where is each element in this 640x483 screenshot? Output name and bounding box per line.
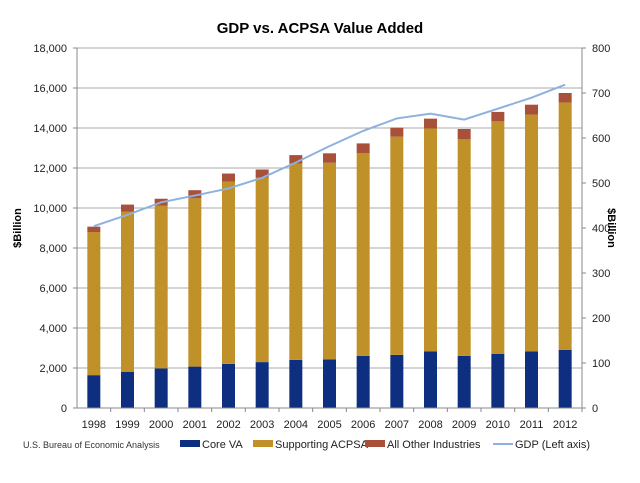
bar-all-other-industries-2002 <box>222 173 235 182</box>
right-tick-label: 600 <box>592 133 610 145</box>
left-tick-label: 0 <box>61 403 67 415</box>
right-tick-label: 500 <box>592 178 610 190</box>
x-tick-label: 2008 <box>418 419 442 431</box>
legend-label-gdp-left-axis-: GDP (Left axis) <box>515 439 590 451</box>
left-tick-label: 16,000 <box>33 83 67 95</box>
bar-core-va-2011 <box>525 351 538 408</box>
legend-swatch-all-other-industries <box>365 440 385 447</box>
left-tick-label: 6,000 <box>39 283 67 295</box>
x-tick-label: 2006 <box>351 419 375 431</box>
legend-label-supporting-acpsa: Supporting ACPSA <box>275 439 369 451</box>
bar-all-other-industries-2010 <box>491 111 505 122</box>
bar-core-va-2005 <box>323 359 336 408</box>
x-tick-label: 1998 <box>82 419 106 431</box>
bar-all-other-industries-2005 <box>323 153 336 163</box>
bar-supporting-acpsa-2003 <box>255 177 269 363</box>
legend: Core VA Supporting ACPSA All Other Industr… <box>180 439 590 451</box>
bar-all-other-industries-2008 <box>424 118 437 129</box>
source-note: U.S. Bureau of Economic Analysis <box>23 440 160 450</box>
bar-core-va-1999 <box>121 372 134 408</box>
right-tick-label: 100 <box>592 358 610 370</box>
bar-all-other-industries-2012 <box>558 93 572 103</box>
bar-all-other-industries-2001 <box>188 190 202 199</box>
bar-all-other-industries-2003 <box>255 169 269 178</box>
left-tick-label: 10,000 <box>33 203 67 215</box>
bar-supporting-acpsa-2001 <box>188 198 202 367</box>
bar-all-other-industries-2007 <box>390 127 404 137</box>
bar-all-other-industries-2011 <box>525 104 538 115</box>
right-axis-label: $Billion <box>605 208 617 248</box>
x-tick-label: 2009 <box>452 419 476 431</box>
chart-title: GDP vs. ACPSA Value Added <box>217 20 423 37</box>
bar-all-other-industries-1999 <box>121 204 134 212</box>
bar-supporting-acpsa-1998 <box>87 232 101 376</box>
x-tick-label: 2000 <box>149 419 173 431</box>
bar-core-va-2007 <box>390 354 404 408</box>
bar-supporting-acpsa-2004 <box>289 163 303 360</box>
bar-core-va-2009 <box>457 355 471 408</box>
bar-core-va-2008 <box>424 351 437 408</box>
x-tick-label: 2007 <box>385 419 409 431</box>
left-tick-label: 14,000 <box>33 123 67 135</box>
bar-supporting-acpsa-2007 <box>390 136 404 355</box>
left-tick-label: 4,000 <box>39 323 67 335</box>
bar-core-va-2006 <box>356 355 370 408</box>
right-tick-label: 300 <box>592 268 610 280</box>
bar-core-va-2010 <box>491 354 505 408</box>
bar-core-va-2004 <box>289 359 303 408</box>
bar-core-va-2002 <box>222 363 235 408</box>
left-tick-label: 18,000 <box>33 43 67 55</box>
left-axis-label: $Billion <box>12 208 24 248</box>
bar-supporting-acpsa-2005 <box>323 162 336 360</box>
legend-swatch-core-va <box>180 440 200 447</box>
bar-supporting-acpsa-2000 <box>154 205 168 369</box>
bar-all-other-industries-2006 <box>356 143 370 154</box>
bar-supporting-acpsa-1999 <box>121 211 134 372</box>
bar-core-va-1998 <box>87 375 101 408</box>
bar-core-va-2003 <box>255 362 269 408</box>
left-tick-label: 2,000 <box>39 363 67 375</box>
right-tick-label: 700 <box>592 88 610 100</box>
legend-label-all-other-industries: All Other Industries <box>387 439 481 451</box>
legend-label-core-va: Core VA <box>202 439 243 451</box>
bar-core-va-2000 <box>154 368 168 408</box>
bar-all-other-industries-1998 <box>87 226 101 233</box>
right-tick-label: 200 <box>592 313 610 325</box>
x-tick-label: 2003 <box>250 419 274 431</box>
x-tick-label: 2011 <box>520 419 544 431</box>
bar-supporting-acpsa-2012 <box>558 102 572 350</box>
right-tick-label: 800 <box>592 43 610 55</box>
x-tick-label: 1999 <box>115 419 139 431</box>
x-tick-label: 2004 <box>284 419 308 431</box>
bar-supporting-acpsa-2010 <box>491 121 505 354</box>
x-tick-label: 2012 <box>553 419 577 431</box>
x-tick-label: 2010 <box>486 419 510 431</box>
bar-supporting-acpsa-2009 <box>457 139 471 356</box>
bar-all-other-industries-2009 <box>457 129 471 140</box>
right-tick-label: 0 <box>592 403 598 415</box>
left-tick-label: 12,000 <box>33 163 67 175</box>
x-tick-label: 2005 <box>317 419 341 431</box>
x-tick-label: 2002 <box>216 419 240 431</box>
bar-all-other-industries-2004 <box>289 155 303 164</box>
bar-supporting-acpsa-2002 <box>222 181 235 364</box>
left-tick-label: 8,000 <box>39 243 67 255</box>
bar-supporting-acpsa-2006 <box>356 153 370 356</box>
legend-swatch-supporting-acpsa <box>253 440 273 447</box>
right-tick-label: 400 <box>592 223 610 235</box>
bar-core-va-2001 <box>188 366 202 408</box>
bar-supporting-acpsa-2011 <box>525 114 538 352</box>
x-tick-label: 2001 <box>183 419 207 431</box>
bar-core-va-2012 <box>558 349 572 408</box>
bar-supporting-acpsa-2008 <box>424 128 437 352</box>
